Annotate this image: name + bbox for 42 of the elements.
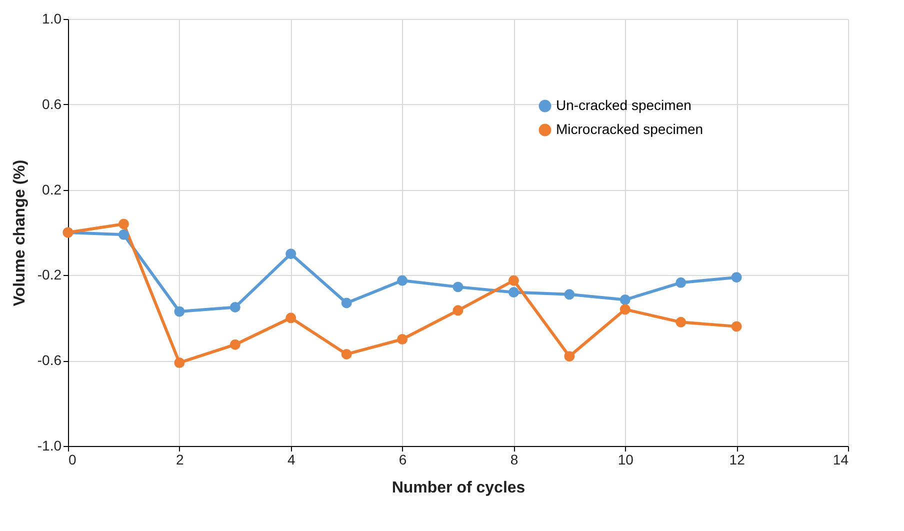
point: [118, 229, 129, 240]
x-tick-label: 4: [287, 452, 296, 468]
point: [731, 321, 742, 332]
x-tick-label: 2: [176, 452, 184, 468]
point: [676, 316, 686, 328]
y-tick-label: 1.0: [42, 10, 62, 26]
point: [508, 287, 519, 298]
x-tick-label: 10: [618, 452, 634, 468]
y-tick-label: -0.6: [37, 352, 62, 368]
point: [341, 298, 352, 308]
y-axis-title: Volume change (%): [11, 160, 28, 306]
point: [620, 294, 630, 305]
x-tick-label: 14: [832, 452, 849, 468]
point: [230, 339, 240, 350]
point: [174, 306, 185, 317]
y-tick-label: 0.2: [42, 181, 62, 198]
point: [118, 218, 129, 230]
point: [341, 348, 352, 360]
point: [230, 302, 240, 312]
point: [508, 275, 519, 286]
point: [174, 358, 185, 368]
point: [452, 282, 464, 292]
point: [620, 304, 630, 315]
point: [286, 312, 296, 324]
point: [286, 248, 296, 260]
point: [564, 289, 575, 300]
y-tick-label: 0.6: [42, 96, 62, 112]
point: [676, 277, 686, 288]
point: [564, 351, 575, 362]
x-tick-label: 6: [398, 452, 407, 468]
y-tick-label: -1.0: [37, 438, 62, 454]
legend-label: Microcracked specimen: [556, 121, 704, 137]
x-tick-label: 0: [68, 452, 76, 468]
legend-label: Un-cracked specimen: [556, 97, 692, 113]
point: [397, 334, 408, 344]
x-tick-label: 12: [729, 452, 746, 468]
x-tick-label: 8: [510, 452, 518, 468]
point: [731, 272, 742, 283]
y-tick-label: -0.2: [37, 266, 62, 283]
x-axis-title: Number of cycles: [392, 480, 526, 496]
point: [452, 305, 464, 316]
point: [397, 275, 408, 286]
